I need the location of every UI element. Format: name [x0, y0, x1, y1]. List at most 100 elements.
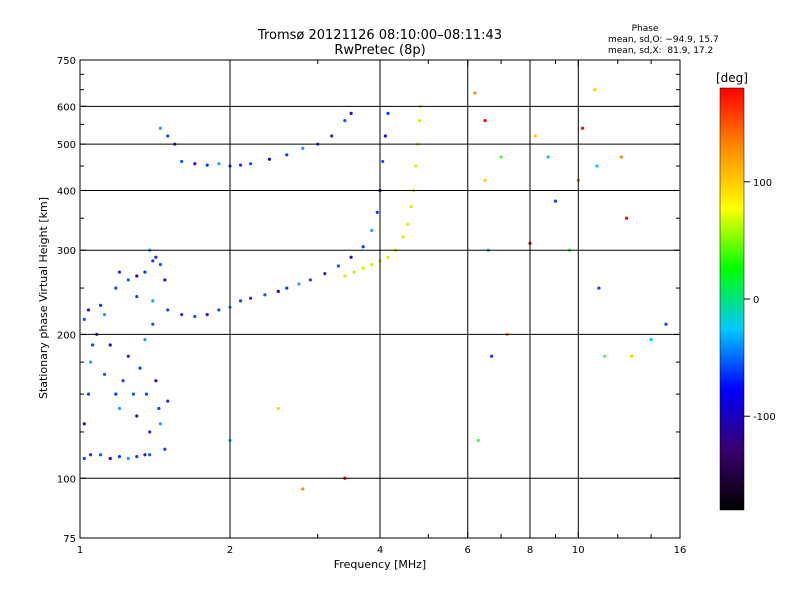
data-point — [117, 406, 122, 411]
y-tick-label: 75 — [63, 534, 76, 545]
data-point — [143, 338, 147, 342]
data-point — [285, 153, 289, 157]
data-point — [352, 270, 356, 274]
y-tick-label: 300 — [57, 246, 76, 257]
data-point — [490, 354, 494, 358]
data-point — [135, 274, 139, 278]
data-point — [593, 88, 597, 92]
data-point — [99, 303, 103, 307]
data-point — [476, 438, 480, 443]
data-point — [301, 487, 305, 491]
data-point — [336, 264, 340, 268]
data-point — [383, 134, 387, 138]
data-point — [151, 299, 155, 303]
data-point — [361, 266, 365, 270]
data-point — [158, 126, 163, 130]
data-point — [205, 163, 209, 167]
data-point — [301, 146, 305, 150]
y-tick-label: 400 — [57, 186, 76, 197]
data-point — [91, 343, 95, 347]
x-tick-label: 2 — [227, 545, 233, 556]
data-point — [148, 430, 152, 434]
gridlines — [80, 60, 680, 538]
data-point — [553, 199, 558, 203]
data-point — [386, 255, 390, 259]
x-tick-label: 6 — [465, 545, 471, 556]
x-tick-label: 10 — [572, 545, 585, 556]
data-point — [473, 91, 477, 95]
data-point — [158, 262, 163, 267]
data-point — [138, 366, 142, 370]
data-point — [86, 392, 91, 396]
data-point — [664, 322, 668, 326]
data-point — [126, 456, 130, 461]
colorbar-label: [deg] — [716, 71, 748, 85]
data-point — [499, 155, 503, 159]
data-point — [102, 313, 107, 317]
x-axis-label: Frequency [MHz] — [334, 558, 426, 571]
colorbar-tick-label: 100 — [753, 178, 772, 189]
data-point — [163, 447, 167, 451]
data-point — [193, 314, 197, 319]
data-point — [603, 354, 607, 358]
data-point — [580, 126, 585, 130]
stats-heading: Phase — [632, 24, 659, 34]
y-tick-label: 500 — [57, 140, 76, 151]
data-point — [121, 379, 125, 383]
colorbar — [719, 87, 745, 511]
data-point — [624, 216, 629, 220]
data-point — [267, 157, 272, 161]
stats-line-x: mean, sd,X: 81.9, 17.2 — [608, 46, 713, 56]
data-point — [126, 354, 130, 358]
data-point — [108, 343, 112, 347]
data-point — [595, 164, 599, 168]
data-point — [157, 406, 161, 411]
data-point — [143, 270, 147, 274]
x-tick-label: 8 — [527, 545, 533, 556]
data-point — [533, 134, 537, 138]
data-point — [308, 278, 313, 282]
data-point — [238, 299, 243, 303]
data-point — [401, 235, 405, 239]
data-point — [117, 270, 122, 274]
data-point — [414, 164, 418, 168]
data-point — [102, 372, 107, 376]
data-point — [238, 163, 243, 167]
data-point — [166, 399, 170, 403]
data-point — [154, 255, 158, 259]
data-point — [249, 162, 253, 166]
data-point — [180, 159, 184, 164]
data-point — [205, 313, 209, 317]
data-point — [349, 255, 353, 259]
data-point — [99, 453, 103, 457]
data-point — [126, 278, 130, 282]
data-point — [117, 455, 122, 459]
data-point — [82, 317, 86, 321]
data-point — [370, 262, 374, 267]
data-point — [88, 360, 93, 364]
x-tick-label: 16 — [674, 545, 687, 556]
data-point — [409, 205, 413, 209]
data-point — [217, 308, 221, 312]
data-point — [649, 338, 653, 342]
data-point — [349, 111, 353, 115]
chart-subtitle: RwPretec (8p) — [334, 43, 425, 58]
data-point — [217, 162, 221, 166]
data-point — [131, 392, 136, 396]
data-point — [166, 308, 170, 312]
data-point — [249, 296, 253, 300]
data-point — [135, 414, 139, 418]
data-point — [386, 111, 390, 115]
y-axis-ticks: 75 100 200 300 400 500 600 750 — [57, 56, 680, 545]
chart-title: Tromsø 20121126 08:10:00–08:11:43 — [257, 28, 502, 43]
data-point — [630, 354, 634, 358]
data-point — [135, 455, 139, 459]
data-point — [546, 155, 550, 159]
data-point — [114, 392, 118, 396]
data-point — [361, 245, 365, 249]
data-point — [370, 228, 374, 233]
data-point — [114, 286, 118, 290]
data-point — [330, 134, 334, 138]
colorbar-ticks: 100 0 -100 — [744, 178, 776, 423]
